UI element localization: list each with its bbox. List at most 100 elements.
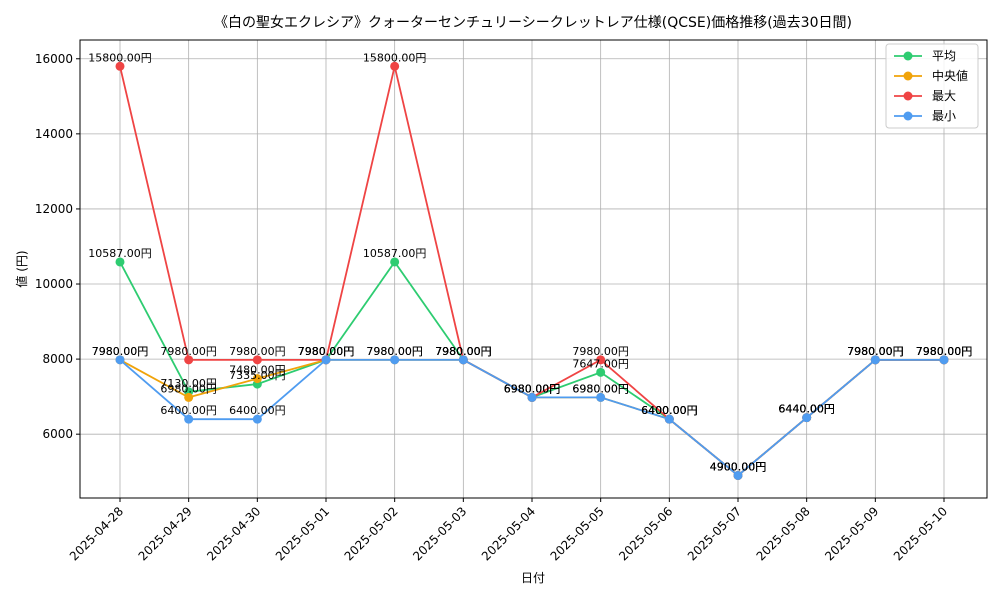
legend-box — [885, 43, 979, 129]
x-tick-label: 2025-05-05 — [548, 504, 607, 563]
data-label: 10587.00円 — [88, 247, 152, 260]
y-tick-label: 10000 — [35, 277, 73, 291]
data-label: 7980.00円 — [847, 345, 904, 358]
data-label: 7980.00円 — [916, 345, 973, 358]
data-label: 6400.00円 — [229, 404, 286, 417]
data-label: 6980.00円 — [572, 382, 629, 395]
series-4 — [115, 355, 949, 480]
y-tick-label: 16000 — [35, 52, 73, 66]
data-point — [802, 413, 812, 423]
legend-item: 平均 — [894, 49, 956, 63]
data-label: 7980.00円 — [847, 345, 904, 358]
x-tick-label: 2025-05-07 — [685, 504, 744, 563]
data-point — [596, 392, 606, 402]
data-label: 4900.00円 — [710, 460, 767, 473]
legend-marker — [903, 51, 913, 61]
data-label: 7980.00円 — [916, 345, 973, 358]
data-label: 6440.00円 — [778, 403, 835, 416]
x-tick-label: 2025-04-30 — [204, 504, 263, 563]
data-label: 7980.00円 — [435, 345, 492, 358]
data-point — [321, 355, 331, 365]
legend-marker — [903, 111, 913, 121]
data-point — [184, 414, 194, 424]
data-label: 7980.00円 — [916, 345, 973, 358]
data-point — [733, 470, 743, 480]
data-label: 6440.00円 — [778, 403, 835, 416]
plot-frame — [79, 39, 988, 499]
data-label: 7980.00円 — [298, 345, 355, 358]
data-label: 10587.00円 — [363, 247, 427, 260]
legend-marker — [903, 71, 913, 81]
data-label: 6980.00円 — [572, 382, 629, 395]
data-label: 7480.00円 — [229, 364, 286, 377]
data-label: 7647.00円 — [572, 357, 629, 370]
x-ticks: 2025-04-28 2025-04-29 2025-04-30 2025-05-01… — [67, 498, 950, 563]
data-point — [115, 61, 125, 71]
x-tick-label: 2025-05-10 — [891, 504, 950, 563]
data-point — [115, 257, 125, 267]
x-tick-label: 2025-04-29 — [136, 504, 195, 563]
y-tick-label: 12000 — [35, 202, 73, 216]
data-label: 6980.00円 — [504, 382, 561, 395]
data-label: 7335.00円 — [229, 369, 286, 382]
data-point — [252, 355, 262, 365]
data-label: 15800.00円 — [88, 51, 152, 64]
data-label: 6440.00円 — [778, 403, 835, 416]
chart-title: 《白の聖女エクレシア》クォーターセンチュリーシークレットレア仕様(QCSE)価格… — [214, 14, 852, 31]
data-label: 6400.00円 — [641, 404, 698, 417]
data-label: 7130.00円 — [160, 377, 217, 390]
data-point — [458, 355, 468, 365]
y-tick-label: 6000 — [42, 427, 73, 441]
data-point — [390, 61, 400, 71]
legend-marker — [903, 91, 913, 101]
data-point — [527, 392, 537, 402]
x-axis-label: 日付 — [521, 571, 545, 585]
data-label: 6400.00円 — [160, 404, 217, 417]
legend-item: 中央値 — [894, 68, 968, 83]
data-point — [115, 355, 125, 365]
data-point — [184, 392, 194, 402]
data-point — [252, 414, 262, 424]
data-label: 6400.00円 — [641, 404, 698, 417]
legend-item: 最小 — [894, 109, 956, 123]
data-label: 7980.00円 — [572, 345, 629, 358]
data-label: 4900.00円 — [710, 460, 767, 473]
x-tick-label: 2025-05-06 — [616, 504, 675, 563]
data-label: 7980.00円 — [847, 345, 904, 358]
x-tick-label: 2025-05-04 — [479, 504, 538, 563]
data-label: 7980.00円 — [298, 345, 355, 358]
data-label: 15800.00円 — [363, 51, 427, 64]
y-axis-label: 値 (円) — [14, 250, 29, 287]
data-point — [390, 257, 400, 267]
data-point — [596, 355, 606, 365]
data-label: 7980.00円 — [847, 345, 904, 358]
data-labels: 10587.00円 7130.00円 7335.00円 7980.00円 10587.0… — [88, 51, 972, 473]
legend-item: 最大 — [894, 89, 956, 103]
y-ticks: 6000 8000 10000 12000 14000 16000 — [35, 52, 80, 441]
y-tick-label: 14000 — [35, 127, 73, 141]
data-label: 7980.00円 — [298, 345, 355, 358]
x-tick-label: 2025-05-09 — [822, 504, 881, 563]
data-label: 7980.00円 — [229, 345, 286, 358]
data-label: 4900.00円 — [710, 460, 767, 473]
data-label: 6400.00円 — [641, 404, 698, 417]
data-label: 7980.00円 — [298, 345, 355, 358]
y-tick-label: 8000 — [42, 352, 73, 366]
x-tick-label: 2025-04-28 — [67, 504, 126, 563]
data-label: 7980.00円 — [366, 345, 423, 358]
data-label: 7980.00円 — [92, 345, 149, 358]
data-label: 7980.00円 — [916, 345, 973, 358]
grid-lines — [80, 40, 987, 498]
x-tick-label: 2025-05-02 — [342, 504, 401, 563]
data-label: 6980.00円 — [504, 382, 561, 395]
series-layer — [115, 61, 949, 480]
legend-label: 最小 — [932, 109, 956, 123]
data-label: 4900.00円 — [710, 460, 767, 473]
x-tick-label: 2025-05-01 — [273, 504, 332, 563]
data-label: 6440.00円 — [778, 403, 835, 416]
data-label: 7980.00円 — [160, 345, 217, 358]
data-point — [664, 414, 674, 424]
data-label: 6980.00円 — [160, 382, 217, 395]
